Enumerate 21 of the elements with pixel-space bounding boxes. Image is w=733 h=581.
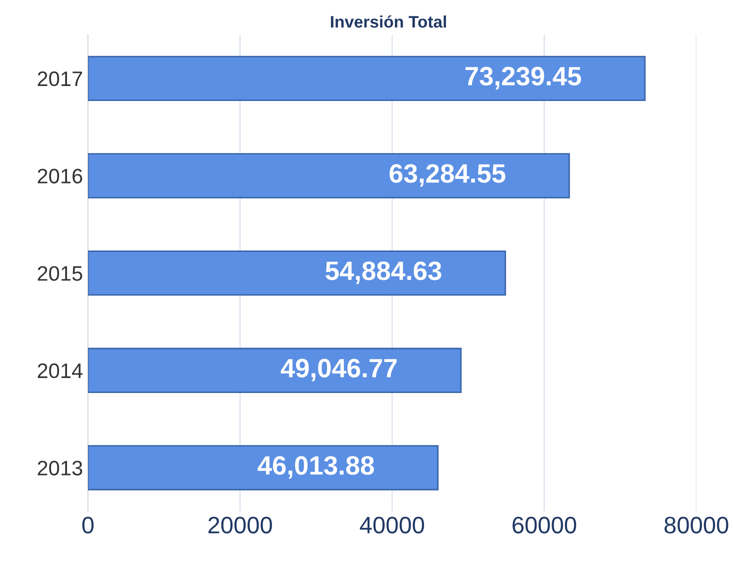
y-tick-label: 2016 bbox=[38, 168, 82, 184]
bar bbox=[88, 445, 439, 490]
y-tick-label: 2013 bbox=[38, 460, 82, 476]
data-label: 54,884.63 bbox=[326, 261, 442, 284]
bar bbox=[88, 153, 570, 198]
y-tick-label: 2015 bbox=[38, 266, 82, 281]
chart-title: Inversión Total bbox=[330, 15, 446, 28]
y-tick-label: 2017 bbox=[38, 71, 82, 86]
x-tick-label: 20000 bbox=[208, 516, 272, 534]
x-tick-label: 0 bbox=[82, 516, 94, 534]
data-label: 73,239.45 bbox=[466, 66, 582, 90]
data-label: 46,013.88 bbox=[258, 456, 374, 479]
bar bbox=[88, 348, 462, 393]
data-label: 63,284.55 bbox=[390, 164, 506, 187]
x-tick-label: 80000 bbox=[664, 516, 728, 534]
x-tick-label: 40000 bbox=[360, 516, 424, 534]
data-label: 49,046.77 bbox=[280, 358, 397, 382]
x-tick-label: 60000 bbox=[512, 516, 576, 534]
bar bbox=[88, 250, 506, 296]
bar bbox=[88, 56, 646, 102]
y-tick-label: 2014 bbox=[38, 363, 82, 378]
